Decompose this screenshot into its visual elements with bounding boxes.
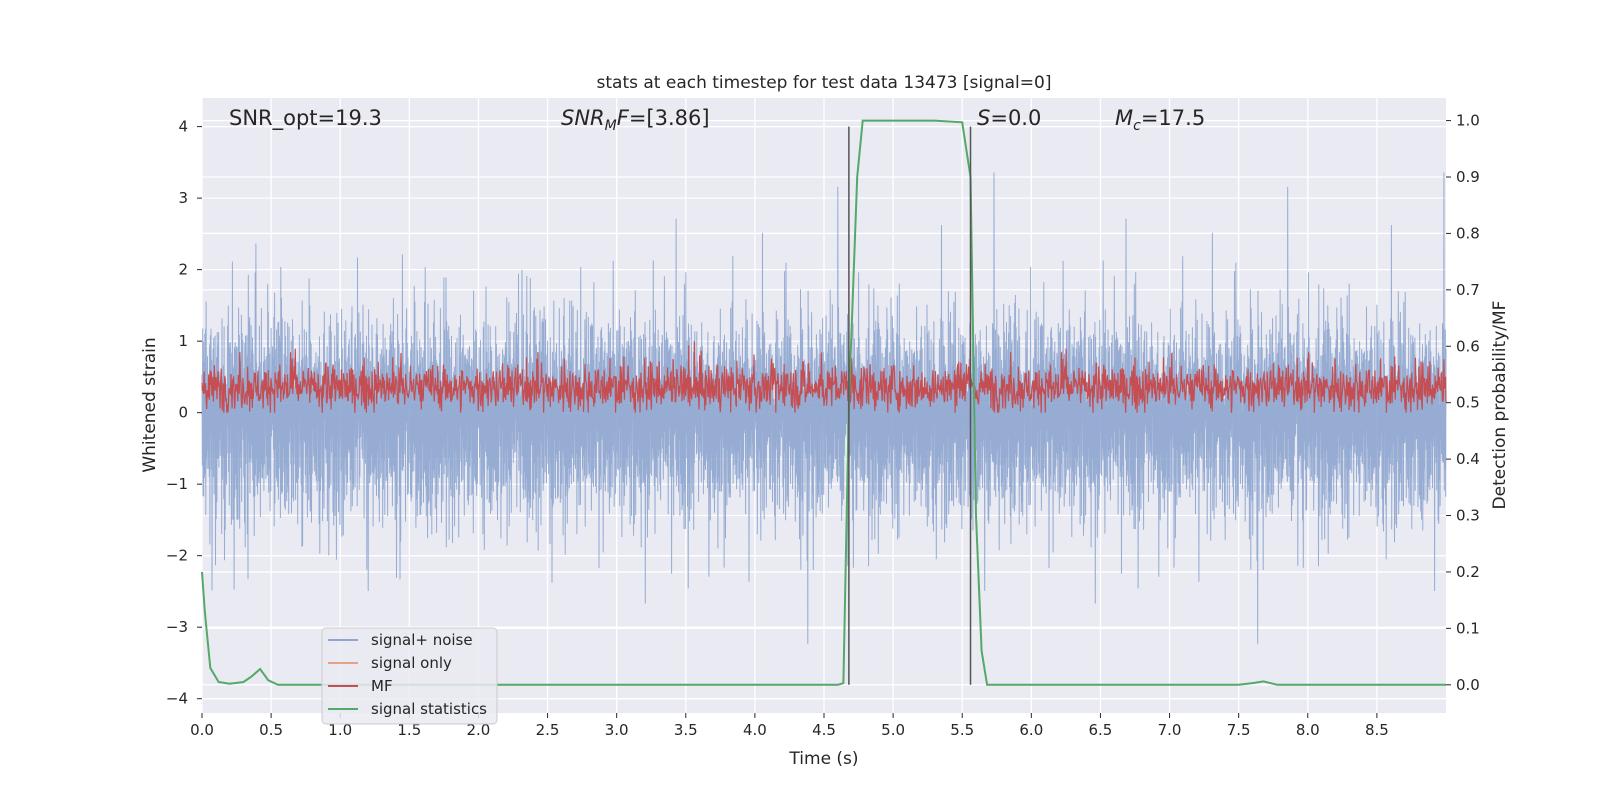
x-tick-label: 6.5 bbox=[1089, 721, 1113, 739]
series-mf bbox=[201, 341, 1447, 413]
annotation-snr-mf: SNRMF=[3.86] bbox=[561, 106, 710, 134]
x-tick-label: 1.0 bbox=[328, 721, 352, 739]
y-tick-label-right: 0.8 bbox=[1456, 224, 1480, 242]
y-tick-label-left: 0 bbox=[178, 404, 188, 422]
y-tick-label-right: 1.0 bbox=[1456, 112, 1480, 130]
y-tick-label-right: 0.2 bbox=[1456, 563, 1480, 581]
y-tick-label-right: 0.6 bbox=[1456, 337, 1480, 355]
y-tick-label-left: 2 bbox=[178, 261, 188, 279]
y-axis-title-left: Whitened strain bbox=[140, 337, 160, 472]
y-tick-label-right: 0.1 bbox=[1456, 619, 1480, 637]
snr-mf-main: SNR bbox=[561, 106, 605, 130]
mc-value: =17.5 bbox=[1141, 106, 1205, 130]
y-tick-label-left: 3 bbox=[178, 189, 188, 207]
mc-main: M bbox=[1115, 106, 1133, 130]
legend-box bbox=[321, 627, 498, 725]
x-tick-label: 7.0 bbox=[1158, 721, 1182, 739]
series-signal-noise bbox=[201, 172, 1447, 645]
y-tick-label-right: 0.9 bbox=[1456, 168, 1480, 186]
y-tick-label-right: 0.0 bbox=[1456, 676, 1480, 694]
chart-title: stats at each timestep for test data 134… bbox=[597, 73, 1052, 93]
legend-label-signal-only: signal only bbox=[371, 654, 452, 672]
s-value: =0.0 bbox=[990, 106, 1041, 130]
annotation-snr-opt: SNR_opt=19.3 bbox=[229, 106, 382, 131]
mc-sub: c bbox=[1133, 118, 1141, 134]
legend-label-mf: MF bbox=[371, 677, 393, 695]
x-tick-label: 4.5 bbox=[812, 721, 836, 739]
x-tick-label: 0.5 bbox=[259, 721, 283, 739]
y-tick-label-right: 0.4 bbox=[1456, 450, 1480, 468]
vline-layer bbox=[848, 126, 972, 685]
y-tick-label-left: −2 bbox=[166, 547, 188, 565]
y-tick-label-left: −4 bbox=[166, 690, 188, 708]
y-axis-title-right: Detection probability/MF bbox=[1490, 301, 1510, 510]
y-tick-label-left: −3 bbox=[166, 618, 188, 636]
legend-label-signal-noise: signal+ noise bbox=[371, 631, 473, 649]
legend-label-signal-statistics: signal statistics bbox=[371, 700, 487, 718]
y-tick-label-left: −1 bbox=[166, 475, 188, 493]
y-tick-label-right: 0.3 bbox=[1456, 507, 1480, 525]
x-tick-label: 5.5 bbox=[950, 721, 974, 739]
x-tick-label: 4.0 bbox=[743, 721, 767, 739]
s-italic: S bbox=[977, 106, 990, 130]
snr-mf-tail: F bbox=[617, 106, 630, 130]
x-tick-label: 1.5 bbox=[397, 721, 421, 739]
x-tick-label: 2.5 bbox=[536, 721, 560, 739]
annotation-s: S=0.0 bbox=[977, 106, 1041, 130]
y-tick-label-right: 0.7 bbox=[1456, 281, 1480, 299]
axes-layer: 0.0 0.5 1.0 1.5 2.0 2.5 3.0 3.5 4.0 4.5 5.0 5.5 6.0 6… bbox=[166, 112, 1480, 739]
x-tick-label: 6.0 bbox=[1019, 721, 1043, 739]
x-tick-label: 7.5 bbox=[1227, 721, 1251, 739]
x-tick-label: 5.0 bbox=[881, 721, 905, 739]
legend: signal+ noise signal only MF signal stat… bbox=[321, 627, 498, 725]
x-tick-label: 0.0 bbox=[190, 721, 214, 739]
x-tick-label: 2.0 bbox=[467, 721, 491, 739]
x-tick-label: 8.0 bbox=[1296, 721, 1320, 739]
y-tick-label-left: 1 bbox=[178, 332, 188, 350]
x-tick-label: 3.0 bbox=[605, 721, 629, 739]
y-tick-label-right: 0.5 bbox=[1456, 394, 1480, 412]
x-tick-label: 3.5 bbox=[674, 721, 698, 739]
x-axis-title: Time (s) bbox=[788, 749, 858, 769]
annotation-mc: Mc=17.5 bbox=[1115, 106, 1205, 134]
y-tick-label-left: 4 bbox=[178, 118, 188, 136]
snr-mf-value: =[3.86] bbox=[629, 106, 710, 130]
snr-mf-sub: M bbox=[605, 118, 617, 134]
x-tick-label: 8.5 bbox=[1365, 721, 1389, 739]
